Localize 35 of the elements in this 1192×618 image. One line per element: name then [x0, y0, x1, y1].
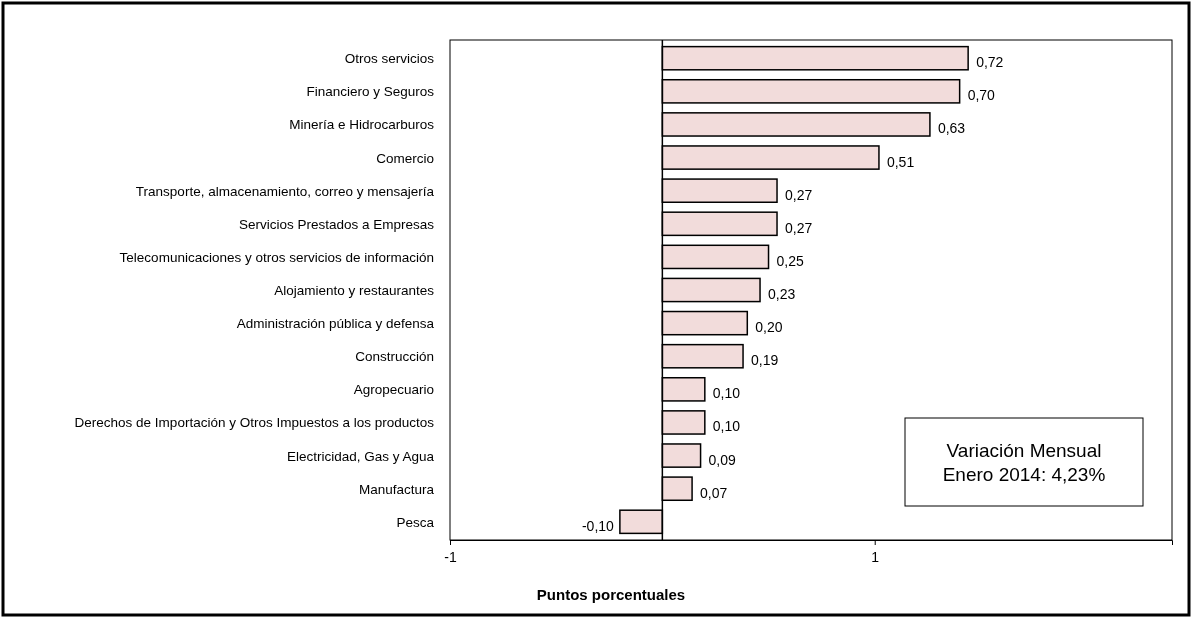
x-tick-label: -1 [444, 549, 457, 565]
y-tick-label: Transporte, almacenamiento, correo y mensajería [135, 183, 435, 199]
y-tick-label: Financiero y Seguros [306, 84, 435, 100]
y-tick-label: Comercio [376, 150, 434, 166]
x-tick-label: 1 [871, 549, 880, 565]
y-tick-label: Otros servicios [344, 51, 435, 67]
y-tick-label: Agropecuario [353, 382, 434, 398]
data-label: 0,07 [700, 484, 728, 501]
data-label: 0,20 [755, 319, 783, 336]
y-tick-label: Pesca [396, 514, 435, 530]
y-tick-label: Electricidad, Gas y Agua [286, 448, 435, 464]
y-tick-label: Construcción [355, 349, 434, 365]
data-label: 0,70 [967, 87, 996, 104]
y-tick-label: Alojamiento y restaurantes [274, 283, 435, 298]
y-tick-label: Manufactura [358, 481, 435, 497]
data-label: 0,27 [785, 186, 813, 203]
data-label: 0,51 [886, 153, 915, 170]
data-label: 0,09 [708, 451, 737, 468]
data-label: -0,10 [581, 517, 615, 534]
annotation: Enero 2014: 4,23% [942, 464, 1106, 485]
x-axis-title: Puntos porcentuales [536, 586, 686, 603]
y-tick-label: Administración pública y defensa [236, 316, 435, 332]
data-label: 0,27 [785, 219, 813, 236]
y-tick-label: Derechos de Importación y Otros Impuestos a los productos [74, 415, 435, 431]
data-label: 0,63 [937, 120, 966, 137]
y-tick-label: Telecomunicaciones y otros servicios de información [119, 249, 434, 265]
data-label: 0,10 [712, 418, 741, 435]
data-label: 0,10 [712, 385, 741, 402]
data-label: 0,72 [976, 54, 1004, 71]
annotation: Variación Mensual [946, 440, 1102, 461]
y-tick-label: Servicios Prestados a Empresas [238, 216, 435, 232]
data-label: 0,25 [776, 252, 804, 269]
data-label: 0,19 [751, 352, 779, 369]
data-label: 0,23 [768, 286, 796, 302]
y-tick-label: Minería e Hidrocarburos [289, 117, 435, 133]
